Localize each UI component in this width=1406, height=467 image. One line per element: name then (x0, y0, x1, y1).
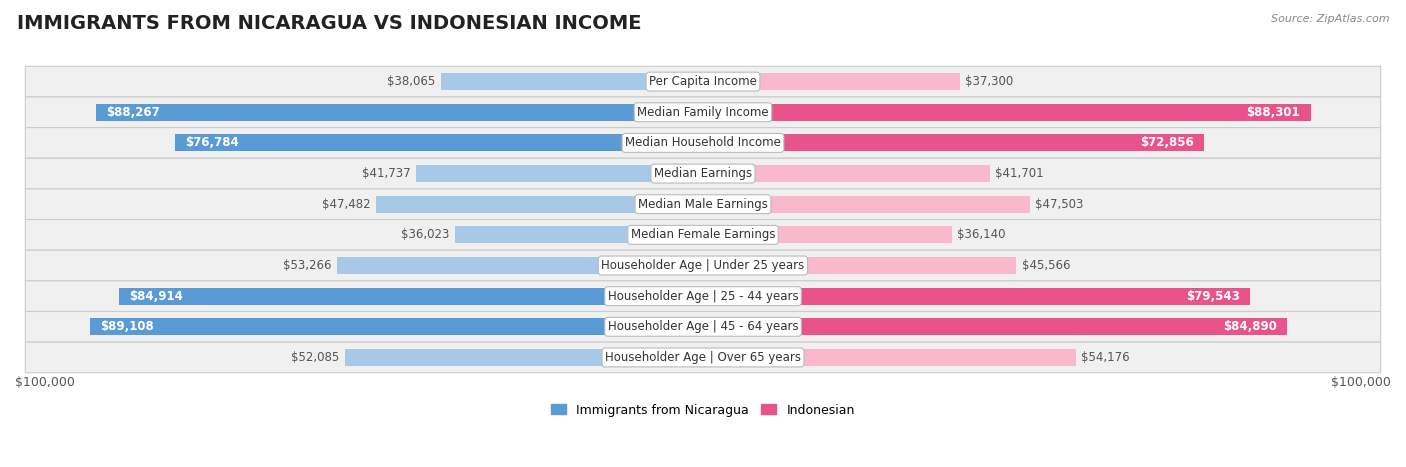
FancyBboxPatch shape (25, 127, 1381, 158)
Bar (703, 349, 1076, 366)
Text: Median Female Earnings: Median Female Earnings (631, 228, 775, 241)
Bar (344, 349, 703, 366)
Text: $84,890: $84,890 (1223, 320, 1277, 333)
Bar (416, 165, 703, 182)
FancyBboxPatch shape (25, 281, 1381, 311)
Text: $88,267: $88,267 (105, 106, 160, 119)
FancyBboxPatch shape (25, 189, 1381, 219)
Text: $47,503: $47,503 (1035, 198, 1084, 211)
Text: Per Capita Income: Per Capita Income (650, 75, 756, 88)
Bar (703, 257, 1017, 274)
Bar (96, 104, 703, 120)
Text: IMMIGRANTS FROM NICARAGUA VS INDONESIAN INCOME: IMMIGRANTS FROM NICARAGUA VS INDONESIAN … (17, 14, 641, 33)
Text: $41,737: $41,737 (361, 167, 411, 180)
FancyBboxPatch shape (25, 219, 1381, 250)
Text: $47,482: $47,482 (322, 198, 371, 211)
Text: $38,065: $38,065 (388, 75, 436, 88)
Text: $36,023: $36,023 (401, 228, 450, 241)
Text: $100,000: $100,000 (15, 376, 75, 389)
Text: Householder Age | 25 - 44 years: Householder Age | 25 - 44 years (607, 290, 799, 303)
FancyBboxPatch shape (25, 250, 1381, 281)
Bar (703, 73, 960, 90)
FancyBboxPatch shape (25, 311, 1381, 342)
Bar (703, 196, 1029, 212)
Text: Householder Age | Under 25 years: Householder Age | Under 25 years (602, 259, 804, 272)
FancyBboxPatch shape (25, 66, 1381, 97)
Bar (456, 226, 703, 243)
Bar (377, 196, 703, 212)
Text: $45,566: $45,566 (1022, 259, 1070, 272)
Bar (336, 257, 703, 274)
Text: Source: ZipAtlas.com: Source: ZipAtlas.com (1271, 14, 1389, 24)
Legend: Immigrants from Nicaragua, Indonesian: Immigrants from Nicaragua, Indonesian (546, 399, 860, 422)
Text: Median Male Earnings: Median Male Earnings (638, 198, 768, 211)
Text: Householder Age | 45 - 64 years: Householder Age | 45 - 64 years (607, 320, 799, 333)
Bar (703, 104, 1310, 120)
Text: $41,701: $41,701 (995, 167, 1045, 180)
FancyBboxPatch shape (25, 342, 1381, 373)
FancyBboxPatch shape (25, 158, 1381, 189)
Bar (703, 165, 990, 182)
Text: Median Family Income: Median Family Income (637, 106, 769, 119)
Text: $88,301: $88,301 (1247, 106, 1301, 119)
Text: $52,085: $52,085 (291, 351, 339, 364)
Text: $37,300: $37,300 (965, 75, 1014, 88)
Bar (174, 134, 703, 151)
Text: $53,266: $53,266 (283, 259, 330, 272)
Bar (703, 134, 1205, 151)
Text: $100,000: $100,000 (1331, 376, 1391, 389)
Bar (441, 73, 703, 90)
Bar (703, 226, 952, 243)
Text: $36,140: $36,140 (957, 228, 1005, 241)
FancyBboxPatch shape (25, 97, 1381, 127)
Text: $76,784: $76,784 (186, 136, 239, 149)
Bar (118, 288, 703, 304)
Text: Median Household Income: Median Household Income (626, 136, 780, 149)
Text: $72,856: $72,856 (1140, 136, 1194, 149)
Bar (90, 318, 703, 335)
Text: $84,914: $84,914 (129, 290, 183, 303)
Bar (703, 288, 1250, 304)
Text: $79,543: $79,543 (1187, 290, 1240, 303)
Text: Householder Age | Over 65 years: Householder Age | Over 65 years (605, 351, 801, 364)
Text: Median Earnings: Median Earnings (654, 167, 752, 180)
Text: $89,108: $89,108 (100, 320, 155, 333)
Bar (703, 318, 1286, 335)
Text: $54,176: $54,176 (1081, 351, 1130, 364)
